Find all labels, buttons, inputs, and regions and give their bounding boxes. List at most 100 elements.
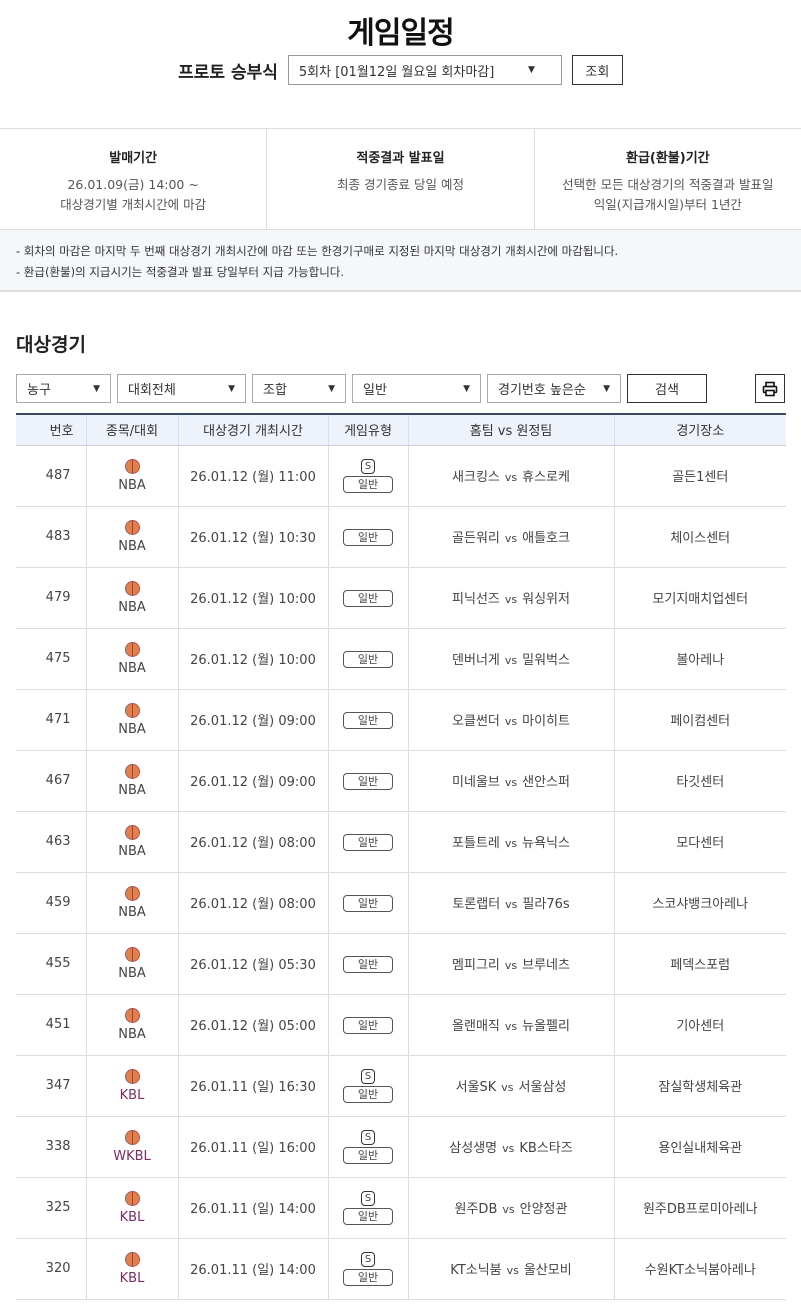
basketball-icon [124, 702, 140, 718]
s-badge: S [361, 1191, 375, 1206]
game-number: 467 [16, 750, 87, 812]
league-name: NBA [118, 1026, 146, 1042]
table-row[interactable]: 475 NBA 26.01.12 (월) 10:00 일반 덴버너게 vs 밀워벅스… [16, 628, 786, 690]
venue: 체이스센터 [614, 506, 786, 568]
sport-select[interactable]: 농구 ▼ [16, 374, 111, 403]
venue: 페이컴센터 [614, 689, 786, 751]
basketball-icon [124, 519, 140, 535]
print-button[interactable] [755, 374, 785, 403]
search-button[interactable]: 검색 [627, 374, 707, 403]
teams-cell: 포틀트레 vs 뉴욕닉스 [408, 811, 615, 873]
home-team: 오클썬더 [452, 714, 500, 729]
league-cell: NBA [86, 994, 179, 1056]
basketball-icon [124, 458, 140, 474]
combo-select[interactable]: 조합 ▼ [252, 374, 346, 403]
home-team: 피닉선즈 [452, 592, 500, 607]
vs-label: vs [504, 837, 518, 850]
venue: 타깃센터 [614, 750, 786, 812]
away-team: 안양정관 [519, 1202, 568, 1217]
table-row[interactable]: 347 KBL 26.01.11 (일) 16:30 S 일반 서울SK vs 서울삼… [16, 1055, 786, 1117]
table-row[interactable]: 338 WKBL 26.01.11 (일) 16:00 S 일반 삼성생명 vs KB… [16, 1116, 786, 1178]
home-team: 덴버너게 [452, 653, 500, 668]
game-type-badge: 일반 [343, 895, 393, 912]
info-title: 환급(환불)기간 [625, 151, 710, 166]
table-row[interactable]: 459 NBA 26.01.12 (월) 08:00 일반 토론랩터 vs 필라76… [16, 872, 786, 934]
away-team: 서울삼성 [518, 1080, 567, 1095]
notes: - 회차의 마감은 마지막 두 번째 대상경기 개최시간에 마감 또는 한경기구… [0, 229, 801, 292]
league-select[interactable]: 대회전체 ▼ [117, 374, 246, 403]
teams-cell: 새크킹스 vs 휴스로케 [408, 445, 615, 507]
away-team: 애틀호크 [522, 531, 570, 546]
league-name: NBA [118, 477, 146, 493]
info-result-date: 적중결과 발표일 최종 경기종료 당일 예정 [267, 129, 535, 229]
league-name: KBL [119, 1087, 145, 1103]
table-row[interactable]: 320 KBL 26.01.11 (일) 14:00 S 일반 KT소닉붐 vs 울산… [16, 1238, 786, 1300]
filter-bar: 농구 ▼ 대회전체 ▼ 조합 ▼ 일반 ▼ 경기번호 높은순 ▼ 검색 [16, 374, 785, 403]
info-refund-period: 환급(환불)기간 선택한 모든 대상경기의 적중결과 발표일 익일(지급개시일)부터… [535, 129, 801, 229]
table-row[interactable]: 487 NBA 26.01.12 (월) 11:00 S 일반 새크킹스 vs 휴스로… [16, 445, 786, 507]
teams-cell: 멤피그리 vs 브루네츠 [408, 933, 615, 995]
venue: 수원KT소닉붐아레나 [614, 1238, 786, 1300]
table-row[interactable]: 325 KBL 26.01.11 (일) 14:00 S 일반 원주DB vs 안양정… [16, 1177, 786, 1239]
table-row[interactable]: 463 NBA 26.01.12 (월) 08:00 일반 포틀트레 vs 뉴욕닉스… [16, 811, 786, 873]
game-type-cell: S 일반 [328, 1238, 409, 1300]
table-row[interactable]: 467 NBA 26.01.12 (월) 09:00 일반 미네울브 vs 샌안스퍼… [16, 750, 786, 812]
game-type-cell: 일반 [328, 811, 409, 873]
venue: 페덱스포럼 [614, 933, 786, 995]
home-team: 올랜매직 [452, 1019, 500, 1034]
table-row[interactable]: 479 NBA 26.01.12 (월) 10:00 일반 피닉선즈 vs 워싱위저… [16, 567, 786, 629]
league-cell: NBA [86, 872, 179, 934]
basketball-icon [124, 1007, 140, 1023]
home-team: KT소닉붐 [450, 1263, 502, 1278]
sort-value: 경기번호 높은순 [498, 383, 586, 398]
game-type-cell: 일반 [328, 933, 409, 995]
game-time: 26.01.11 (일) 14:00 [178, 1238, 329, 1300]
basketball-icon [124, 1129, 140, 1145]
vs-label: vs [504, 654, 518, 667]
info-text: 선택한 모든 대상경기의 적중결과 발표일 [562, 177, 774, 192]
basketball-icon [124, 1251, 140, 1267]
page-title: 게임일정 [347, 16, 454, 51]
round-value: 5회차 [01월12일 월요일 회차마감] [298, 64, 495, 80]
table-row[interactable]: 451 NBA 26.01.12 (월) 05:00 일반 올랜매직 vs 뉴올펠리… [16, 994, 786, 1056]
league-name: NBA [118, 843, 146, 859]
game-number: 463 [16, 811, 87, 873]
home-team: 새크킹스 [452, 470, 500, 485]
info-text: 대상경기별 개최시간에 마감 [60, 197, 207, 212]
league-cell: NBA [86, 567, 179, 629]
league-cell: NBA [86, 628, 179, 690]
query-button[interactable]: 조회 [571, 55, 623, 85]
league-name: NBA [118, 782, 146, 798]
vs-label: vs [501, 1081, 514, 1094]
info-title: 적중결과 발표일 [356, 151, 445, 166]
league-cell: NBA [86, 750, 179, 812]
away-team: 필라76s [522, 897, 570, 912]
basketball-icon [124, 1190, 140, 1206]
game-type-cell: S 일반 [328, 1116, 409, 1178]
round-select[interactable]: 5회차 [01월12일 월요일 회차마감] ▼ [287, 55, 562, 85]
league-cell: NBA [86, 445, 179, 507]
table-row[interactable]: 471 NBA 26.01.12 (월) 09:00 일반 오클썬더 vs 마이히트… [16, 689, 786, 751]
basketball-icon [124, 946, 140, 962]
s-badge: S [361, 1252, 375, 1267]
venue: 원주DB프로미아레나 [614, 1177, 786, 1239]
venue: 모다센터 [614, 811, 786, 873]
table-row[interactable]: 483 NBA 26.01.12 (월) 10:30 일반 골든워리 vs 애틀호크… [16, 506, 786, 568]
game-time: 26.01.12 (월) 09:00 [178, 689, 329, 751]
table-row[interactable]: 455 NBA 26.01.12 (월) 05:30 일반 멤피그리 vs 브루네츠… [16, 933, 786, 995]
vs-label: vs [505, 898, 518, 911]
type-select[interactable]: 일반 ▼ [352, 374, 481, 403]
away-team: 뉴올펠리 [522, 1019, 570, 1034]
teams-cell: KT소닉붐 vs 울산모비 [408, 1238, 615, 1300]
game-number: 455 [16, 933, 87, 995]
league-name: NBA [118, 660, 146, 676]
note: - 환급(환불)의 지급시기는 적중결과 발표 당일부터 지급 가능합니다. [16, 265, 345, 279]
sort-select[interactable]: 경기번호 높은순 ▼ [487, 374, 621, 403]
league-cell: KBL [86, 1177, 179, 1239]
column-header: 번호 [16, 413, 87, 446]
game-number: 451 [16, 994, 87, 1056]
sport-value: 농구 [27, 383, 51, 398]
games-table: 번호 종목/대회 대상경기 개최시간 게임유형 홈팀 vs 원정팀 경기장소 487 NB… [16, 413, 786, 1300]
teams-cell: 골든워리 vs 애틀호크 [408, 506, 615, 568]
league-name: NBA [118, 721, 146, 737]
